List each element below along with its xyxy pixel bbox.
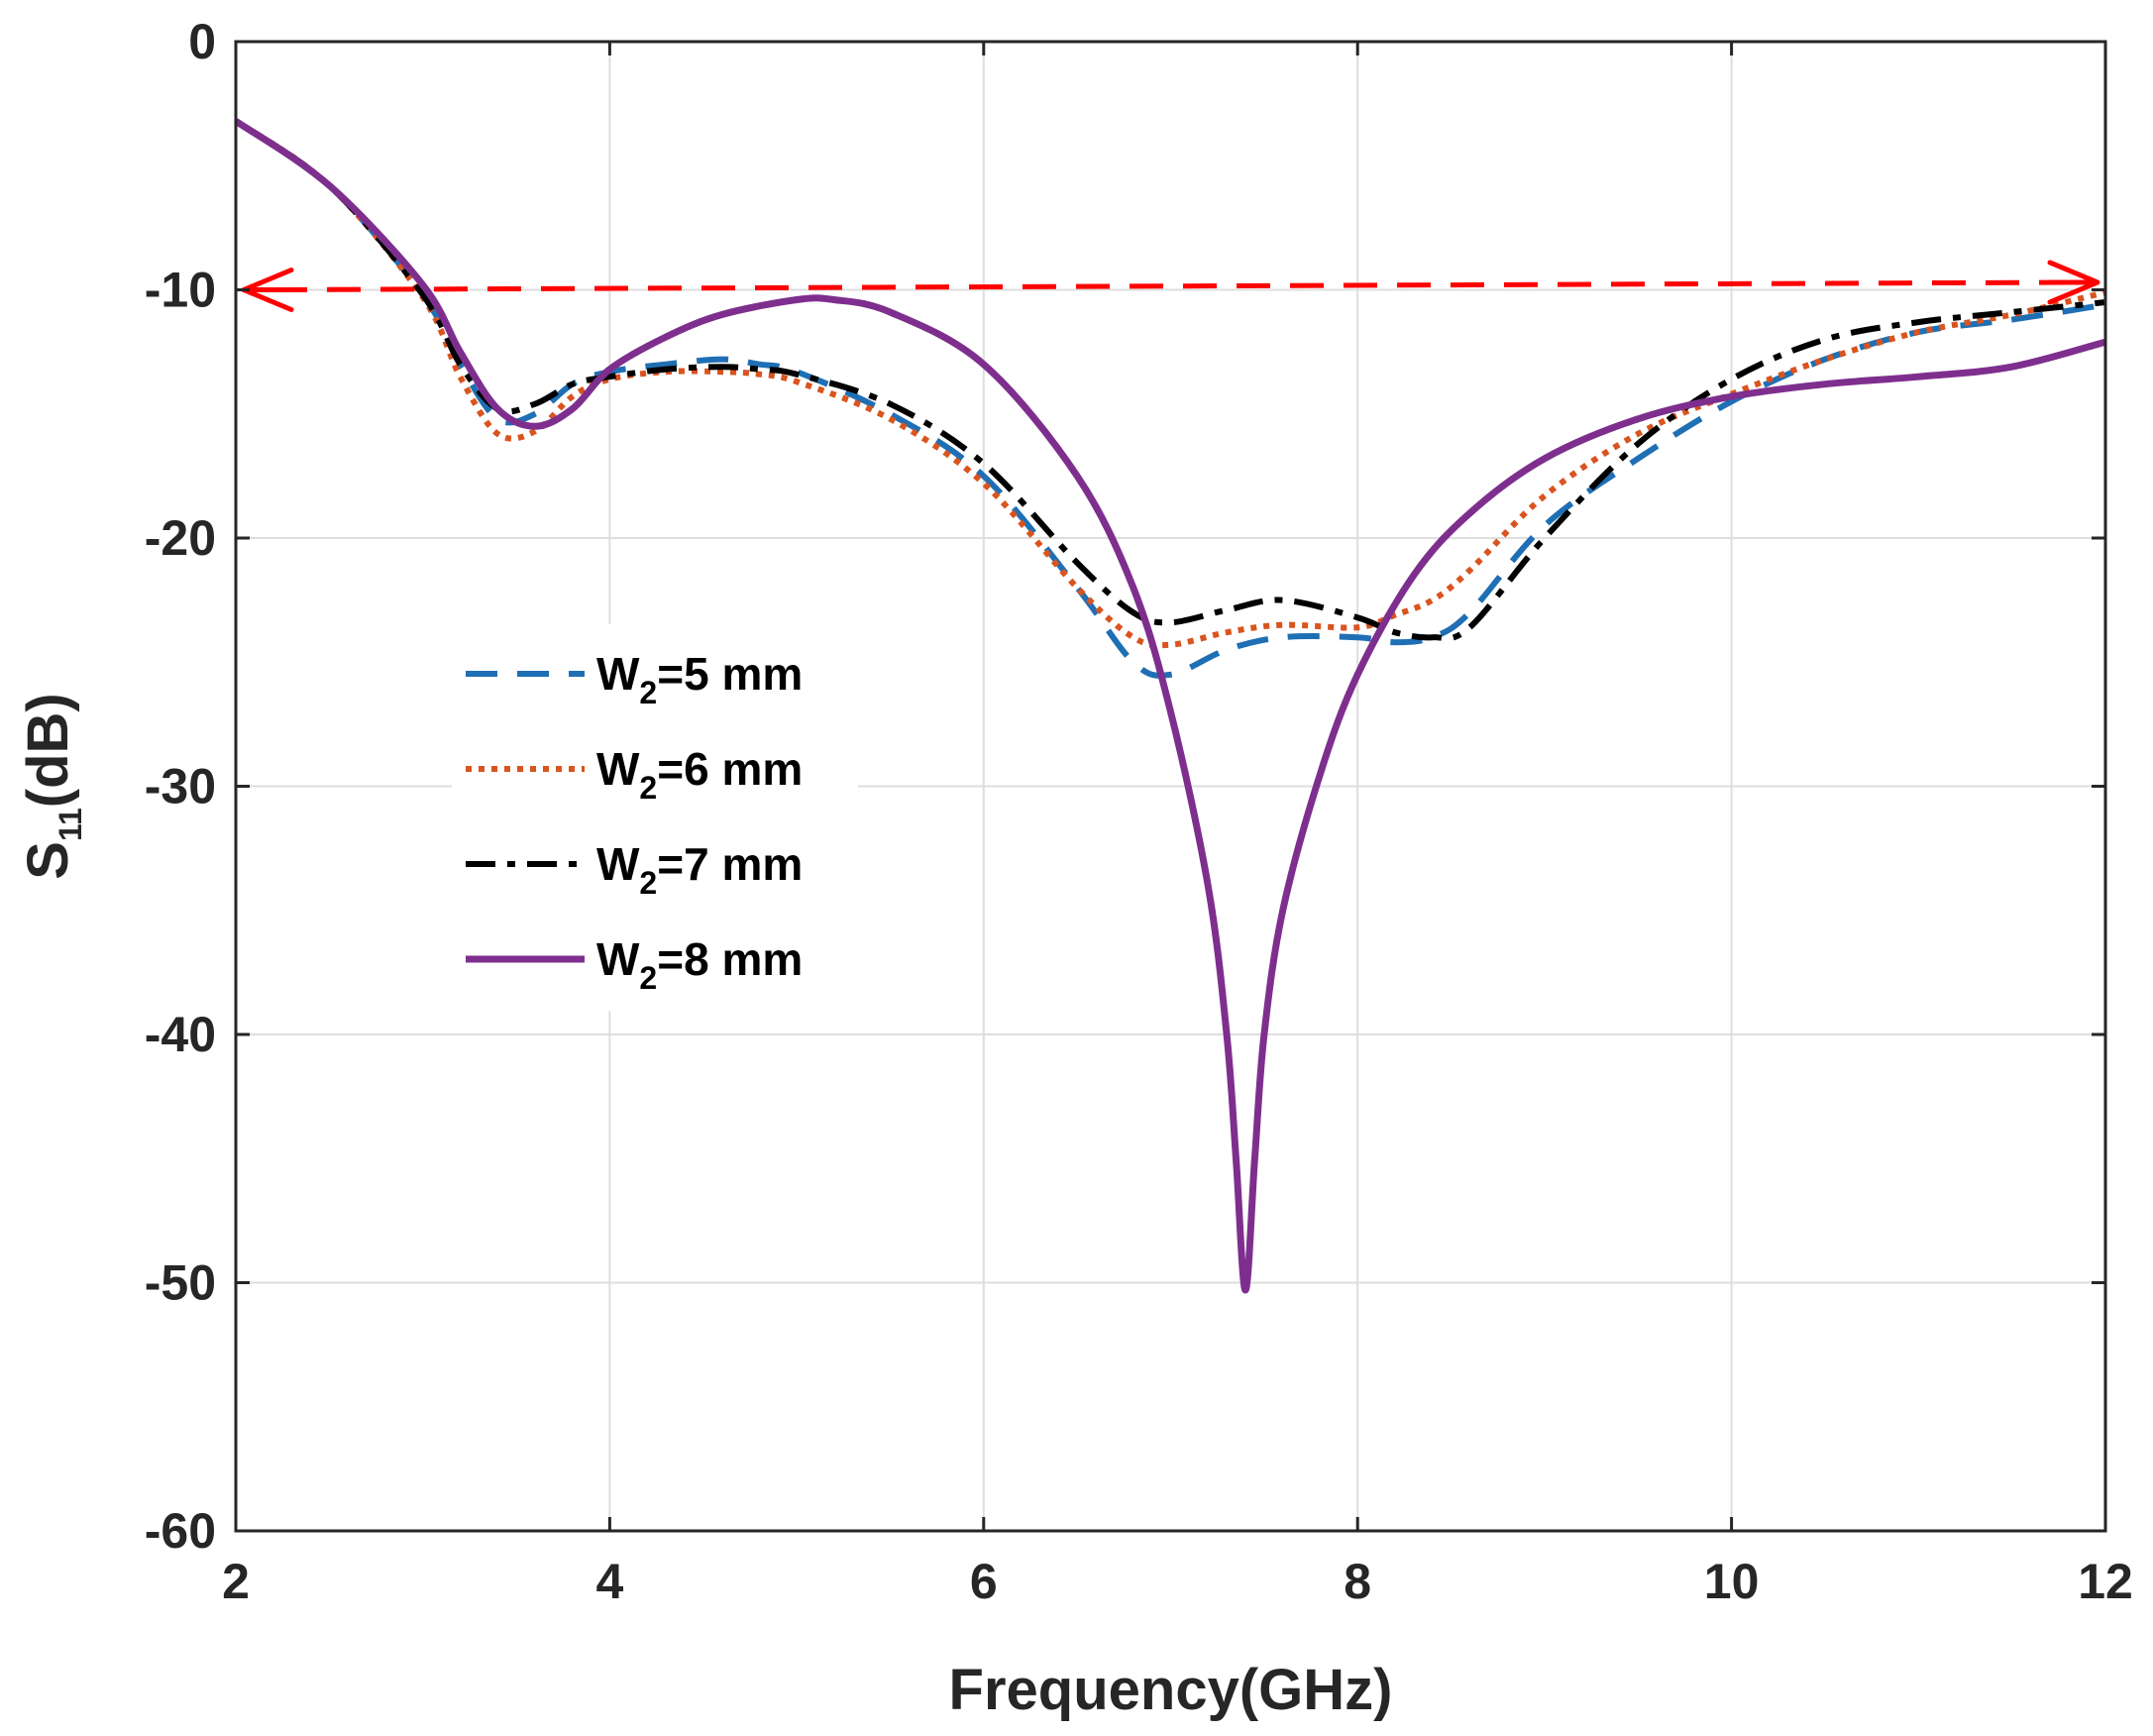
x-axis-label: Frequency(GHz): [949, 1658, 1393, 1722]
x-tick-label: 4: [595, 1554, 623, 1609]
y-tick-label: -20: [145, 510, 216, 566]
ticks: 2 4 6 8 10 12 0 -10 -20 -30 -40 -50 -60: [145, 14, 2133, 1609]
x-tick-label: 8: [1344, 1554, 1371, 1609]
legend-label-w2-5mm: W2=5 mm: [596, 648, 803, 710]
series-line-w2-8mm: [236, 118, 2105, 1294]
legend-label-w2-7mm: W2=7 mm: [596, 838, 803, 901]
x-tick-label: 12: [2078, 1554, 2133, 1609]
series-line-w2-6mm: [236, 118, 2105, 649]
x-tick-label: 10: [1704, 1554, 1760, 1609]
y-tick-label: -40: [145, 1007, 216, 1062]
y-tick-label: 0: [188, 14, 216, 69]
y-tick-label: -10: [145, 263, 216, 318]
y-tick-label: -50: [145, 1255, 216, 1311]
reference-arrowhead-left: [241, 268, 294, 312]
legend: W2=5 mm W2=6 mm W2=7 mm W2=8 mm: [452, 624, 858, 1011]
reference-line-minus-10db: [272, 279, 2069, 292]
legend-label-w2-6mm: W2=6 mm: [596, 743, 803, 806]
reference-line-layer: [241, 260, 2100, 312]
x-tick-label: 6: [970, 1554, 998, 1609]
x-tick-label: 2: [222, 1554, 250, 1609]
y-axis-label: S11(dB): [16, 693, 88, 879]
legend-label-w2-8mm: W2=8 mm: [596, 933, 803, 996]
y-tick-label: -60: [145, 1503, 216, 1559]
y-tick-label: -30: [145, 759, 216, 814]
legend-background: [452, 624, 858, 1011]
series-layer: [236, 118, 2105, 1294]
reference-arrowhead-right: [2047, 260, 2100, 305]
